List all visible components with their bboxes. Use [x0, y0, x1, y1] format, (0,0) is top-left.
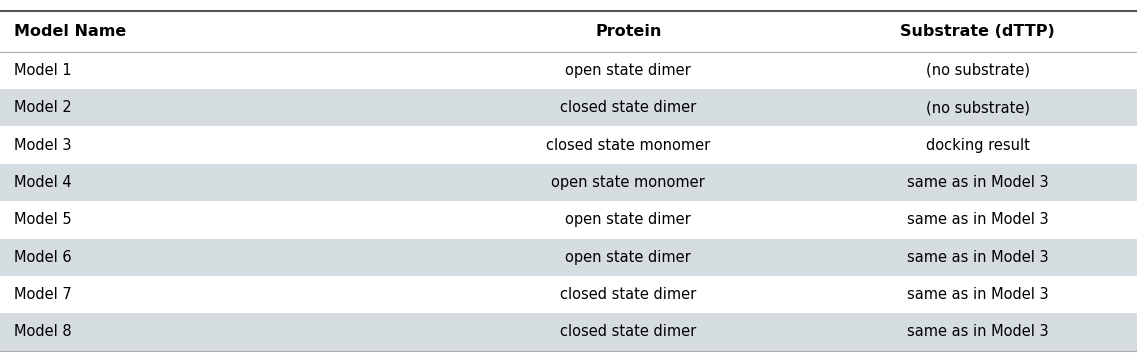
Text: closed state dimer: closed state dimer	[561, 100, 696, 115]
Text: open state monomer: open state monomer	[551, 175, 705, 190]
Text: closed state dimer: closed state dimer	[561, 325, 696, 340]
Text: Model 4: Model 4	[14, 175, 72, 190]
Text: closed state monomer: closed state monomer	[546, 138, 711, 153]
Bar	[0, 313, 1137, 351]
Text: (no substrate): (no substrate)	[926, 100, 1030, 115]
Text: Model 3: Model 3	[14, 138, 72, 153]
Text: Model 7: Model 7	[14, 287, 72, 302]
Text: open state dimer: open state dimer	[565, 212, 691, 227]
Text: same as in Model 3: same as in Model 3	[907, 325, 1048, 340]
Text: (no substrate): (no substrate)	[926, 63, 1030, 78]
Text: Model 8: Model 8	[14, 325, 72, 340]
Bar	[0, 238, 1137, 276]
Text: same as in Model 3: same as in Model 3	[907, 287, 1048, 302]
Text: Model 1: Model 1	[14, 63, 72, 78]
Bar	[0, 89, 1137, 126]
Bar	[0, 164, 1137, 201]
Text: docking result: docking result	[926, 138, 1030, 153]
Text: same as in Model 3: same as in Model 3	[907, 212, 1048, 227]
Text: same as in Model 3: same as in Model 3	[907, 250, 1048, 265]
Text: open state dimer: open state dimer	[565, 250, 691, 265]
Text: Model Name: Model Name	[14, 24, 126, 39]
Text: same as in Model 3: same as in Model 3	[907, 175, 1048, 190]
Text: Model 6: Model 6	[14, 250, 72, 265]
Text: Model 2: Model 2	[14, 100, 72, 115]
Text: Model 5: Model 5	[14, 212, 72, 227]
Text: closed state dimer: closed state dimer	[561, 287, 696, 302]
Text: Protein: Protein	[595, 24, 662, 39]
Text: open state dimer: open state dimer	[565, 63, 691, 78]
Text: Substrate (dTTP): Substrate (dTTP)	[901, 24, 1055, 39]
